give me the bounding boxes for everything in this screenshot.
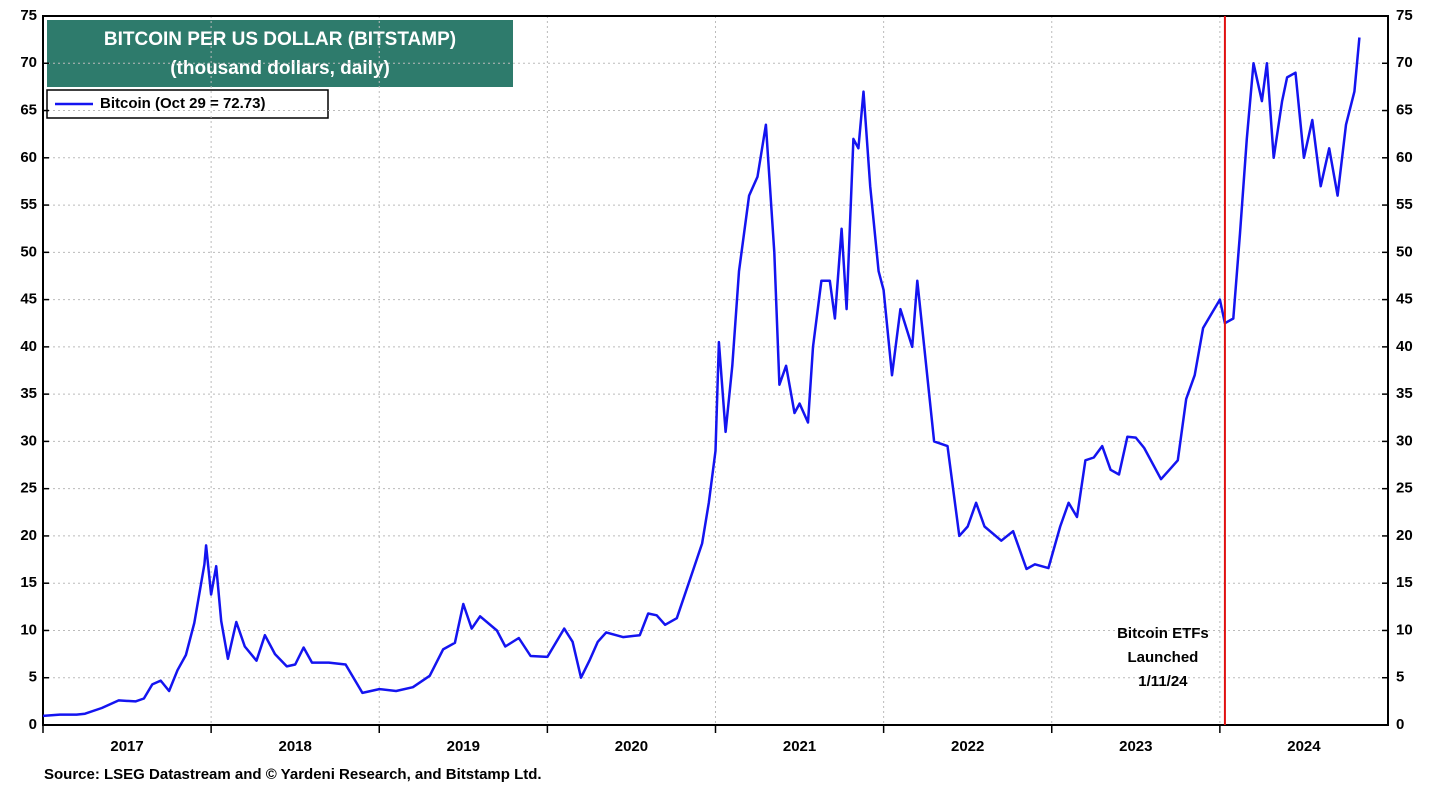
y-tick-label: 40 <box>20 338 37 355</box>
x-tick-label: 2023 <box>1119 738 1152 755</box>
y2-tick-label: 60 <box>1396 149 1413 166</box>
y-tick-label: 45 <box>20 291 37 308</box>
y-tick-label: 10 <box>20 621 37 638</box>
y-tick-label: 25 <box>20 480 37 497</box>
y2-tick-label: 15 <box>1396 574 1413 591</box>
y-tick-label: 75 <box>20 7 37 24</box>
y2-tick-label: 55 <box>1396 196 1413 213</box>
y-tick-label: 0 <box>29 716 37 733</box>
y2-tick-label: 40 <box>1396 338 1413 355</box>
y2-tick-label: 50 <box>1396 243 1413 260</box>
line-series <box>42 37 1361 718</box>
y2-tick-label: 75 <box>1396 7 1413 24</box>
y-tick-label: 55 <box>20 196 37 213</box>
plot-frame <box>42 15 1389 726</box>
annotation: Launched <box>1127 649 1198 666</box>
y2-tick-label: 20 <box>1396 527 1413 544</box>
chart-title: BITCOIN PER US DOLLAR (BITSTAMP) <box>104 29 456 50</box>
y2-tick-label: 65 <box>1396 102 1413 119</box>
y-tick-label: 35 <box>20 385 37 402</box>
y2-tick-label: 35 <box>1396 385 1413 402</box>
y-tick-label: 60 <box>20 149 37 166</box>
x-tick-label: 2022 <box>951 738 984 755</box>
annotation: Bitcoin ETFs <box>1117 625 1209 642</box>
legend-label: Bitcoin (Oct 29 = 72.73) <box>100 95 265 112</box>
title-box <box>47 20 513 87</box>
y-tick-label: 30 <box>20 432 37 449</box>
annotation: 1/11/24 <box>1138 673 1188 690</box>
y-tick-label: 70 <box>20 54 37 71</box>
legend <box>46 89 329 119</box>
x-tick-label: 2017 <box>110 738 143 755</box>
source: Source: LSEG Datastream and © Yardeni Re… <box>44 766 542 783</box>
y-tick-label: 65 <box>20 102 37 119</box>
y2-tick-label: 30 <box>1396 432 1413 449</box>
y-tick-label: 15 <box>20 574 37 591</box>
y2-tick-label: 25 <box>1396 480 1413 497</box>
y2-tick-label: 45 <box>1396 291 1413 308</box>
y2-tick-label: 10 <box>1396 621 1413 638</box>
y-tick-label: 5 <box>29 669 37 686</box>
x-tick-label: 2021 <box>783 738 816 755</box>
y-tick-label: 50 <box>20 243 37 260</box>
x-tick-label: 2019 <box>447 738 480 755</box>
y2-tick-label: 0 <box>1396 716 1404 733</box>
x-tick-label: 2020 <box>615 738 648 755</box>
x-tick-label: 2024 <box>1287 738 1321 755</box>
y2-tick-label: 70 <box>1396 54 1413 71</box>
y2-tick-label: 5 <box>1396 669 1404 686</box>
x-tick-label: 2018 <box>279 738 312 755</box>
y-tick-label: 20 <box>20 527 37 544</box>
chart-subtitle: (thousand dollars, daily) <box>170 58 390 79</box>
